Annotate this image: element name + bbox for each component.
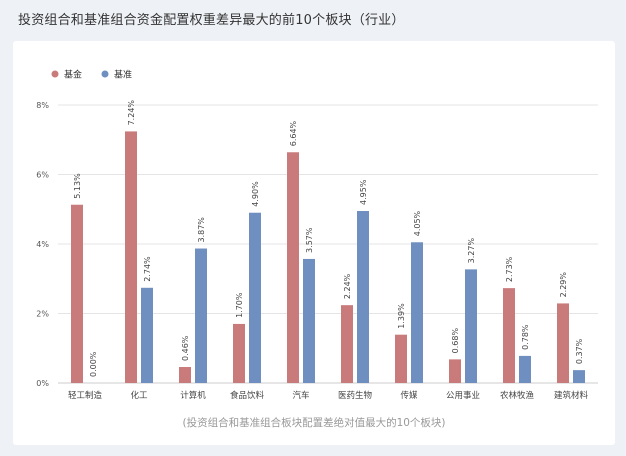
- value-label-benchmark-9: 0.37%: [575, 338, 584, 364]
- value-label-benchmark-6: 4.05%: [413, 210, 422, 236]
- bar-fund-6: [395, 334, 407, 383]
- bar-fund-4: [287, 152, 299, 383]
- value-label-benchmark-7: 3.27%: [467, 238, 476, 264]
- y-tick-label-0: 0%: [36, 379, 49, 388]
- value-label-fund-1: 7.24%: [127, 100, 136, 126]
- value-label-fund-4: 6.64%: [289, 120, 298, 146]
- bar-benchmark-8: [519, 355, 531, 383]
- legend-label-0: 基金: [64, 69, 82, 81]
- category-label-8: 农林牧渔: [500, 390, 535, 401]
- bar-fund-1: [125, 131, 137, 383]
- bar-benchmark-2: [195, 248, 207, 383]
- value-label-fund-9: 2.29%: [559, 272, 568, 298]
- bar-fund-5: [341, 305, 353, 383]
- bar-benchmark-7: [465, 269, 477, 383]
- bar-fund-7: [449, 359, 461, 383]
- value-label-benchmark-5: 4.95%: [359, 179, 368, 205]
- y-tick-label-2: 4%: [36, 240, 49, 249]
- value-label-fund-8: 2.73%: [505, 256, 514, 282]
- y-axis: 0% 2% 4% 6% 8%: [36, 101, 49, 388]
- legend-label-1: 基准: [114, 69, 132, 81]
- category-label-4: 汽车: [292, 390, 309, 401]
- bar-fund-3: [233, 323, 245, 383]
- value-label-fund-5: 2.24%: [343, 273, 352, 299]
- category-label-6: 传媒: [400, 390, 418, 401]
- chart-caption: (投资组合和基准组合板块配置差绝对值最大的10个板块): [182, 416, 445, 429]
- legend-swatch-0: [51, 70, 59, 78]
- grid-lines: [58, 104, 598, 384]
- bars: 5.13% 0.00% 7.24% 2.74% 0.46% 3.87% 1.70% 4.90%…: [71, 100, 585, 383]
- y-tick-label-3: 6%: [36, 171, 49, 180]
- value-label-benchmark-2: 3.87%: [197, 217, 206, 243]
- page-title: 投资组合和基准组合资金配置权重差异最大的前10个板块（行业）: [18, 13, 405, 28]
- value-label-benchmark-1: 2.74%: [143, 256, 152, 282]
- category-label-0: 轻工制造: [68, 390, 103, 401]
- value-label-benchmark-8: 0.78%: [521, 324, 530, 350]
- bar-fund-2: [179, 367, 191, 383]
- bar-benchmark-1: [141, 287, 153, 383]
- bar-benchmark-9: [573, 370, 585, 383]
- category-label-1: 化工: [130, 390, 148, 401]
- value-label-fund-2: 0.46%: [181, 335, 190, 361]
- legend: 基金 基准: [51, 69, 132, 81]
- value-label-fund-0: 5.13%: [73, 173, 82, 199]
- bar-fund-8: [503, 288, 515, 383]
- bar-fund-0: [71, 204, 83, 383]
- bar-fund-9: [557, 303, 569, 383]
- x-axis: 轻工制造 化工 计算机 食品饮料 汽车 医药生物 传媒 公用事业 农林牧渔 建筑材料: [68, 390, 589, 401]
- value-label-benchmark-0: 0.00%: [89, 351, 98, 377]
- bar-benchmark-5: [357, 210, 369, 383]
- value-label-fund-6: 1.39%: [397, 303, 406, 329]
- legend-swatch-1: [101, 70, 109, 78]
- y-tick-label-4: 8%: [36, 101, 49, 110]
- category-label-9: 建筑材料: [554, 390, 589, 401]
- bar-benchmark-3: [249, 212, 261, 383]
- bar-chart: 基金 基准 0% 2% 4% 6% 8% 5.13% 0.00% 7.24% 2.74% 0.46…: [36, 69, 598, 429]
- chart-card: 基金 基准 0% 2% 4% 6% 8% 5.13% 0.00% 7.24% 2.74% 0.46…: [13, 41, 615, 445]
- category-label-5: 医药生物: [338, 390, 373, 401]
- y-tick-label-1: 2%: [36, 310, 49, 319]
- category-label-3: 食品饮料: [230, 390, 265, 401]
- bar-benchmark-4: [303, 258, 315, 383]
- value-label-fund-7: 0.68%: [451, 328, 460, 354]
- value-label-benchmark-4: 3.57%: [305, 227, 314, 253]
- value-label-benchmark-3: 4.90%: [251, 181, 260, 207]
- category-label-2: 计算机: [180, 390, 206, 401]
- category-label-7: 公用事业: [446, 390, 480, 401]
- bar-benchmark-6: [411, 242, 423, 383]
- value-label-fund-3: 1.70%: [235, 292, 244, 318]
